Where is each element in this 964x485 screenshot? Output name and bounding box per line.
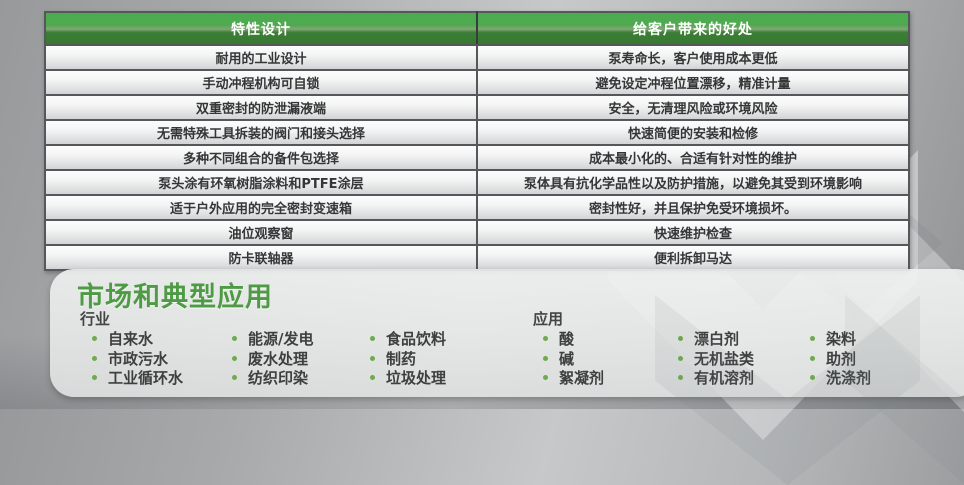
feature-cell: 手动冲程机构可自锁 — [44, 69, 478, 96]
list-item: 洗涤剂 — [800, 368, 871, 388]
bullet-icon — [810, 375, 815, 381]
list-item: 自来水 — [80, 329, 220, 349]
benefit-cell: 成本最小化的、合适有针对性的维护 — [476, 144, 910, 171]
table-row: 耐用的工业设计 泵寿命长，客户使用成本更低 — [44, 44, 910, 71]
list-item: 食品饮料 — [358, 329, 446, 349]
applications-label: 应用 — [533, 310, 564, 328]
applications-column-1: 酸 碱 絮凝剂 — [533, 329, 668, 388]
bullet-icon — [370, 355, 375, 361]
bullet-icon — [678, 375, 683, 381]
list-item-label: 染料 — [826, 330, 857, 349]
benefit-cell: 安全，无清理风险或环境风险 — [476, 94, 910, 121]
table-row: 双重密封的防泄漏液端 安全，无清理风险或环境风险 — [44, 94, 910, 121]
feature-cell: 耐用的工业设计 — [44, 44, 478, 71]
list-item: 酸 — [533, 329, 668, 349]
list-item-label: 能源/发电 — [248, 330, 314, 349]
benefits-column-header: 给客户带来的好处 — [476, 11, 910, 46]
feature-cell: 双重密封的防泄漏液端 — [44, 94, 478, 121]
bullet-icon — [678, 336, 683, 342]
list-item: 无机盐类 — [668, 349, 800, 369]
list-item: 市政污水 — [80, 349, 220, 369]
feature-cell: 无需特殊工具拆装的阀门和接头选择 — [44, 119, 478, 146]
industries-group: 行业 自来水 市政污水 工业循环水 能源/发电 废水处理 纺织印染 食品饮料 制… — [80, 311, 446, 388]
bullet-icon — [92, 355, 97, 361]
list-item-label: 洗涤剂 — [826, 369, 872, 388]
list-item: 助剂 — [800, 349, 871, 369]
list-item-label: 废水处理 — [248, 349, 309, 368]
applications-group: 应用 酸 碱 絮凝剂 漂白剂 无机盐类 有机溶剂 染料 助剂 洗涤剂 — [533, 311, 871, 388]
features-benefits-table: 特性设计 给客户带来的好处 耐用的工业设计 泵寿命长，客户使用成本更低 手动冲程… — [44, 11, 910, 271]
list-item-label: 自来水 — [108, 330, 154, 349]
list-item-label: 无机盐类 — [694, 349, 755, 368]
feature-cell: 多种不同组合的备件包选择 — [44, 144, 478, 171]
feature-cell: 防卡联轴器 — [44, 244, 478, 271]
bullet-icon — [810, 336, 815, 342]
list-item-label: 漂白剂 — [694, 330, 740, 349]
list-item: 垃圾处理 — [358, 368, 446, 388]
feature-cell: 油位观察窗 — [44, 219, 478, 246]
list-item: 絮凝剂 — [533, 368, 668, 388]
benefit-cell: 密封性好，并且保护免受环境损坏。 — [476, 194, 910, 221]
list-item-label: 制药 — [386, 349, 417, 368]
bullet-icon — [678, 355, 683, 361]
list-item: 废水处理 — [220, 349, 358, 369]
benefit-cell: 快速简便的安装和检修 — [476, 119, 910, 146]
list-item: 染料 — [800, 329, 871, 349]
bullet-icon — [543, 355, 548, 361]
list-item-label: 食品饮料 — [386, 330, 447, 349]
benefit-cell: 便利拆卸马达 — [476, 244, 910, 271]
feature-cell: 适于户外应用的完全密封变速箱 — [44, 194, 478, 221]
feature-cell: 泵头涂有环氧树脂涂料和PTFE涂层 — [44, 169, 478, 196]
bullet-icon — [370, 375, 375, 381]
industries-label: 行业 — [80, 310, 111, 328]
industries-column-1: 自来水 市政污水 工业循环水 — [80, 329, 220, 388]
bullet-icon — [370, 336, 375, 342]
bullet-icon — [232, 375, 237, 381]
table-row: 手动冲程机构可自锁 避免设定冲程位置漂移，精准计量 — [44, 69, 910, 96]
table-row: 油位观察窗 快速维护检查 — [44, 219, 910, 246]
list-item-label: 工业循环水 — [108, 369, 184, 388]
list-item-label: 市政污水 — [108, 349, 169, 368]
bullet-icon — [543, 375, 548, 381]
industries-column-3: 食品饮料 制药 垃圾处理 — [358, 329, 446, 388]
table-row: 多种不同组合的备件包选择 成本最小化的、合适有针对性的维护 — [44, 144, 910, 171]
list-item-label: 酸 — [559, 330, 575, 349]
list-item-label: 有机溶剂 — [694, 369, 755, 388]
list-item: 工业循环水 — [80, 368, 220, 388]
list-item: 漂白剂 — [668, 329, 800, 349]
table-row: 防卡联轴器 便利拆卸马达 — [44, 244, 910, 271]
table-header-row: 特性设计 给客户带来的好处 — [44, 11, 910, 46]
list-item-label: 垃圾处理 — [386, 369, 447, 388]
list-item-label: 碱 — [559, 349, 575, 368]
list-item: 有机溶剂 — [668, 368, 800, 388]
bullet-icon — [810, 355, 815, 361]
list-item: 碱 — [533, 349, 668, 369]
list-item: 纺织印染 — [220, 368, 358, 388]
applications-column-3: 染料 助剂 洗涤剂 — [800, 329, 871, 388]
benefit-cell: 避免设定冲程位置漂移，精准计量 — [476, 69, 910, 96]
bullet-icon — [232, 355, 237, 361]
markets-panel: 市场和典型应用 行业 自来水 市政污水 工业循环水 能源/发电 废水处理 纺织印… — [50, 269, 964, 397]
industries-column-2: 能源/发电 废水处理 纺织印染 — [220, 329, 358, 388]
list-item-label: 纺织印染 — [248, 369, 309, 388]
benefit-cell: 泵体具有抗化学品性以及防护措施，以避免其受到环境影响 — [476, 169, 910, 196]
list-item-label: 助剂 — [826, 349, 857, 368]
applications-column-2: 漂白剂 无机盐类 有机溶剂 — [668, 329, 800, 388]
bullet-icon — [92, 336, 97, 342]
list-item: 制药 — [358, 349, 446, 369]
benefit-cell: 泵寿命长，客户使用成本更低 — [476, 44, 910, 71]
table-row: 适于户外应用的完全密封变速箱 密封性好，并且保护免受环境损坏。 — [44, 194, 910, 221]
list-item-label: 絮凝剂 — [559, 369, 605, 388]
bullet-icon — [543, 336, 548, 342]
section-title: 市场和典型应用 — [77, 282, 273, 313]
table-row: 无需特殊工具拆装的阀门和接头选择 快速简便的安装和检修 — [44, 119, 910, 146]
features-column-header: 特性设计 — [44, 11, 478, 46]
bullet-icon — [92, 375, 97, 381]
bullet-icon — [232, 336, 237, 342]
list-item: 能源/发电 — [220, 329, 358, 349]
table-row: 泵头涂有环氧树脂涂料和PTFE涂层 泵体具有抗化学品性以及防护措施，以避免其受到… — [44, 169, 910, 196]
benefit-cell: 快速维护检查 — [476, 219, 910, 246]
